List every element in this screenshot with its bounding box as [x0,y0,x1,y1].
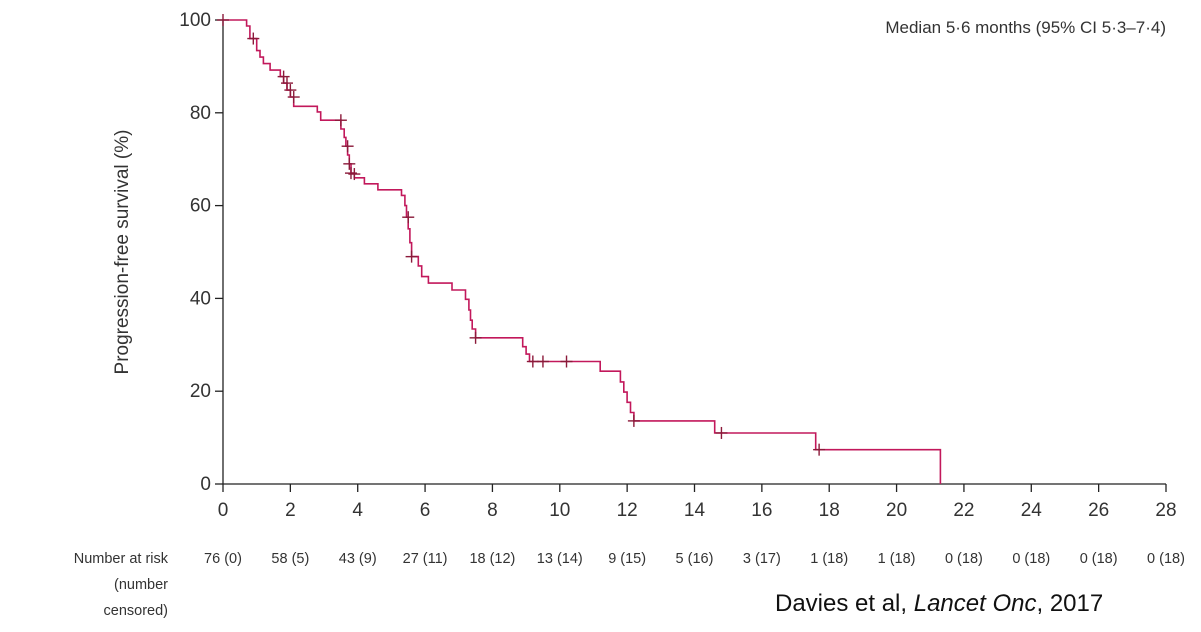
censor-marks [217,14,826,456]
risk-label-line-2: (number [114,577,168,593]
risk-value: 43 (9) [339,551,377,567]
citation: Davies et al, Lancet Onc, 2017 [775,590,1103,617]
risk-value: 27 (11) [403,551,448,567]
censor-mark [627,414,640,427]
risk-value: 0 (18) [1012,551,1050,567]
risk-value: 0 (18) [945,551,983,567]
x-tick-label: 0 [218,500,229,521]
censor-mark [284,84,297,97]
x-tick-label: 18 [819,500,840,521]
censor-mark [813,443,826,456]
x-tick-label: 24 [1021,500,1043,521]
x-tick-label: 12 [617,500,638,521]
risk-label-line-3: censored) [104,603,168,619]
risk-value: 5 (16) [676,551,714,567]
risk-value: 13 (14) [537,551,583,567]
x-tick-label: 16 [751,500,772,521]
x-tick-label: 26 [1088,500,1109,521]
censor-mark [280,77,293,90]
y-axis-label: Progression-free survival (%) [112,130,133,375]
x-axis: 0 2 4 6 8 10 12 14 16 18 20 22 24 26 28 [218,483,1177,521]
risk-label-line-1: Number at risk [74,551,169,567]
x-tick-label: 2 [285,500,296,521]
censor-mark [217,14,229,26]
censor-mark [341,140,354,153]
y-tick-label: 60 [190,196,211,217]
y-axis: 0 20 40 60 80 100 [179,10,224,495]
censor-mark [560,355,573,368]
censor-mark [526,355,539,368]
risk-value: 0 (18) [1147,551,1185,567]
risk-value: 9 (15) [608,551,646,567]
censor-mark [343,157,356,170]
x-tick-label: 4 [352,500,363,521]
censor-mark [348,168,361,181]
x-tick-label: 14 [684,500,706,521]
y-tick-label: 40 [190,288,211,309]
survival-curve [223,19,942,484]
y-tick-label: 0 [200,474,211,495]
y-tick-label: 20 [190,381,211,402]
censor-mark [247,32,260,45]
censor-mark [469,331,482,344]
citation-journal: Lancet Onc [914,590,1037,617]
x-tick-label: 20 [886,500,907,521]
x-tick-label: 28 [1155,500,1176,521]
risk-value: 1 (18) [810,551,848,567]
citation-year: , 2017 [1036,590,1103,617]
y-tick-label: 100 [179,10,211,31]
censor-mark [287,91,300,104]
y-tick-label: 80 [190,103,211,124]
risk-value: 18 (12) [469,551,515,567]
censor-mark [402,211,415,224]
risk-value: 58 (5) [271,551,309,567]
censor-mark [277,70,290,83]
survival-line-0 [223,19,942,484]
censor-mark [405,250,418,263]
risk-table: Number at risk (number censored) 76 (0) 5… [74,551,1185,619]
censor-mark [334,114,347,127]
citation-authors: Davies et al, [775,590,914,617]
risk-value: 3 (17) [743,551,781,567]
x-tick-label: 6 [420,500,431,521]
censor-mark [536,355,549,368]
x-tick-label: 8 [487,500,498,521]
risk-value: 76 (0) [204,551,242,567]
x-tick-label: 10 [549,500,570,521]
censor-mark [715,426,728,439]
risk-value: 0 (18) [1080,551,1118,567]
median-annotation: Median 5·6 months (95% CI 5·3–7·4) [885,18,1166,37]
x-tick-label: 22 [953,500,974,521]
risk-value: 1 (18) [878,551,916,567]
